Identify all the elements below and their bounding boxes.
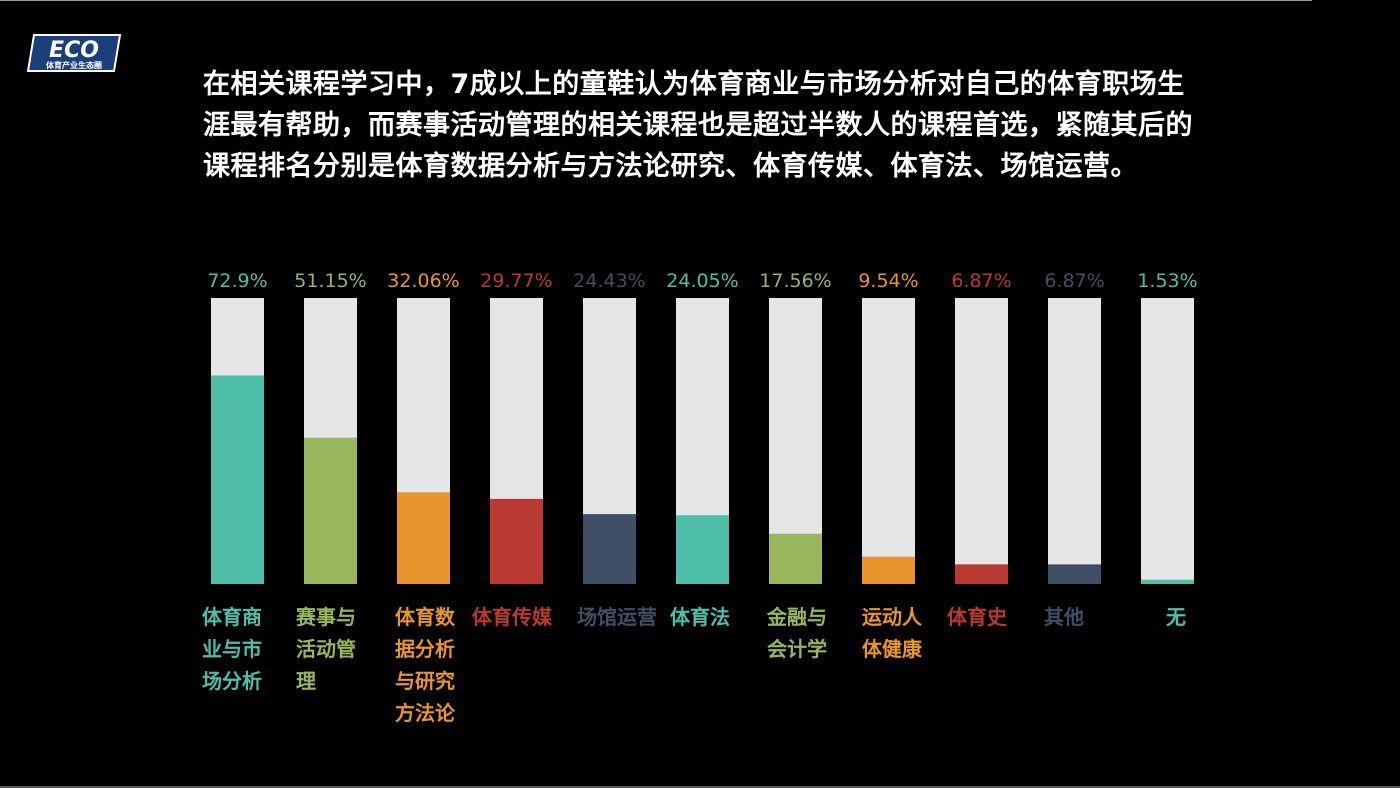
bar-1: [304, 437, 357, 584]
bar-track: [862, 298, 915, 584]
value-label-3: 29.77%: [480, 270, 552, 292]
bar-8: [955, 564, 1008, 584]
logo-wordmark: ECO: [49, 38, 99, 63]
value-label-7: 9.54%: [858, 270, 918, 292]
bar-2: [397, 492, 450, 584]
value-label-9: 6.87%: [1044, 270, 1104, 292]
value-label-5: 24.05%: [666, 270, 738, 292]
value-label-0: 72.9%: [207, 270, 267, 292]
value-label-4: 24.43%: [573, 270, 645, 292]
top-divider: [0, 0, 1312, 1]
bar-track: [1048, 298, 1101, 584]
bar-6: [769, 533, 822, 584]
bar-9: [1048, 564, 1101, 584]
bottom-divider: [0, 786, 1400, 788]
value-label-10: 1.53%: [1137, 270, 1197, 292]
category-label-5: 体育法: [670, 605, 730, 629]
category-label-10: 无: [1166, 605, 1186, 629]
bar-3: [490, 498, 543, 584]
category-label-6: 金融与会计学: [767, 605, 827, 661]
bar-4: [583, 514, 636, 584]
category-label-0: 体育商业与市场分析: [202, 605, 262, 693]
category-label-4: 场馆运营: [577, 605, 657, 629]
value-label-6: 17.56%: [759, 270, 831, 292]
logo-tagline: 体育产业生态圈: [46, 60, 102, 70]
bar-7: [862, 556, 915, 584]
category-label-3: 体育传媒: [472, 605, 552, 629]
category-label-2: 体育数据分析与研究方法论: [395, 605, 455, 725]
bar-5: [676, 515, 729, 584]
bar-0: [211, 375, 264, 584]
category-label-9: 其他: [1044, 605, 1084, 629]
value-label-1: 51.15%: [294, 270, 366, 292]
headline-text: 在相关课程学习中，7成以上的童鞋认为体育商业与市场分析对自己的体育职场生涯最有帮…: [203, 69, 1193, 182]
category-label-7: 运动人体健康: [862, 605, 922, 661]
category-label-8: 体育史: [947, 605, 1007, 629]
value-label-8: 6.87%: [951, 270, 1011, 292]
bar-10: [1141, 579, 1194, 584]
bar-track: [1141, 298, 1194, 584]
category-label-1: 赛事与活动管理: [296, 605, 356, 693]
value-label-2: 32.06%: [387, 270, 459, 292]
eco-logo: ECO 体育产业生态圈: [26, 34, 122, 72]
bar-track: [955, 298, 1008, 584]
